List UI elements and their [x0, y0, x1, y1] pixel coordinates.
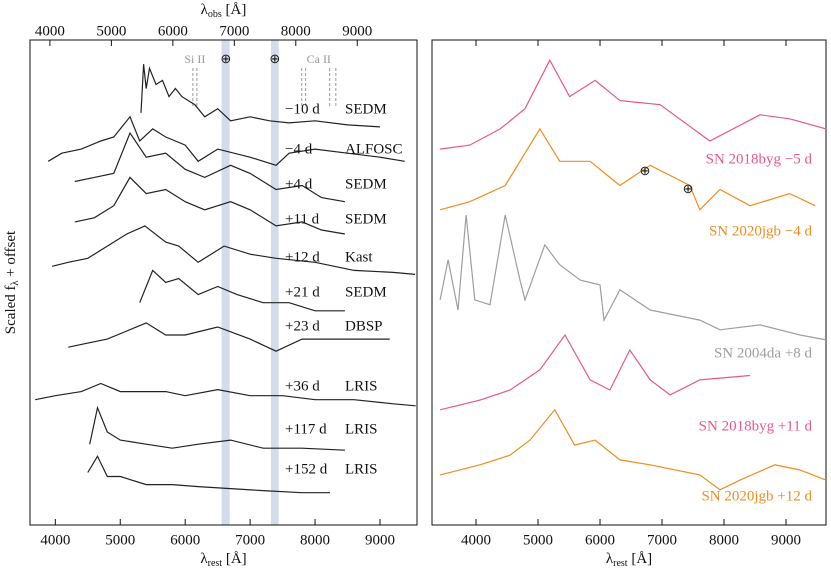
line-id-label: Si II — [184, 52, 205, 66]
spectrum — [440, 58, 827, 150]
phase-label: −10 d — [285, 101, 320, 117]
x2-axis-label-part: λ — [201, 2, 209, 18]
x-axis-label-part: rest — [613, 558, 628, 569]
spectrum — [47, 115, 405, 166]
spectrum — [139, 269, 345, 312]
instrument-label: SEDM — [345, 176, 387, 192]
spectrum — [35, 382, 416, 407]
x-tick-label: 6000 — [585, 532, 615, 548]
telluric-band — [270, 40, 279, 525]
instrument-label: LRIS — [345, 421, 378, 437]
telluric-symbol: ⊕ — [640, 163, 651, 178]
x2-axis-label-part: [Å] — [222, 2, 247, 18]
y-axis-label-part: Scaled f — [3, 285, 19, 334]
x-axis-label-part: [Å] — [628, 551, 653, 567]
series-label: SN 2020jgb +12 d — [701, 488, 812, 504]
instrument-label: DBSP — [345, 318, 383, 334]
x-tick-label: 9000 — [771, 532, 801, 548]
spectrum — [51, 225, 416, 275]
series-label: SN 2018byg −5 d — [706, 151, 813, 167]
axes-frame — [431, 39, 827, 526]
x2-tick-label: 8000 — [281, 23, 311, 39]
spectrum — [439, 408, 827, 491]
phase-label: +117 d — [285, 421, 327, 437]
spectrum — [439, 127, 816, 211]
instrument-label: SEDM — [345, 101, 387, 117]
phase-label: +23 d — [285, 318, 320, 334]
x-tick-label: 9000 — [365, 532, 395, 548]
phase-label: +12 d — [285, 249, 320, 265]
axes-frame — [29, 39, 418, 526]
series-label: SN 2020jgb −4 d — [709, 223, 813, 239]
x-axis-label-part: λ — [200, 551, 208, 567]
spectrum — [74, 176, 346, 235]
x2-axis-label-part: obs — [208, 9, 222, 20]
instrument-label: LRIS — [345, 461, 378, 477]
x-tick-label: 6000 — [170, 532, 200, 548]
x2-tick-label: 9000 — [342, 23, 372, 39]
x-axis-label-part: [Å] — [222, 551, 247, 567]
telluric-symbol: ⊕ — [683, 181, 694, 196]
spectrum — [87, 455, 330, 494]
x2-tick-label: 5000 — [96, 23, 126, 39]
y-axis-label: Scaled fλ + offset — [3, 230, 21, 334]
spectrum — [439, 214, 827, 341]
spectrum — [439, 333, 751, 411]
spectrum — [68, 322, 390, 352]
x2-tick-label: 4000 — [35, 23, 65, 39]
phase-label: −4 d — [285, 141, 313, 157]
instrument-label: Kast — [345, 249, 373, 265]
x-tick-label: 4000 — [461, 532, 491, 548]
x-tick-label: 8000 — [300, 532, 330, 548]
instrument-label: SEDM — [345, 284, 387, 300]
x2-axis-label: λobs [Å] — [201, 2, 247, 20]
telluric-band — [221, 40, 230, 525]
x-tick-label: 5000 — [523, 532, 553, 548]
y-axis-label-part: + offset — [3, 230, 19, 281]
x-axis-label-part: rest — [208, 558, 223, 569]
phase-label: +36 d — [285, 378, 320, 394]
spectrum — [89, 405, 345, 451]
telluric-symbol: ⊕ — [269, 51, 280, 66]
instrument-label: SEDM — [345, 211, 387, 227]
x-tick-label: 8000 — [709, 532, 739, 548]
x-axis-label: λrest [Å] — [606, 551, 652, 569]
x-tick-label: 7000 — [647, 532, 677, 548]
spectrum — [74, 131, 346, 203]
x-axis-label: λrest [Å] — [200, 551, 246, 569]
x2-tick-label: 7000 — [219, 23, 249, 39]
x-tick-label: 4000 — [40, 532, 70, 548]
x2-tick-label: 6000 — [158, 23, 188, 39]
y-axis-label-part: λ — [10, 280, 21, 285]
x-tick-label: 5000 — [105, 532, 135, 548]
phase-label: +4 d — [285, 176, 313, 192]
series-label: SN 2018byg +11 d — [699, 418, 813, 434]
series-label: SN 2004da +8 d — [714, 345, 813, 361]
line-id-label: Ca II — [307, 52, 331, 66]
x-axis-label-part: λ — [606, 551, 614, 567]
telluric-symbol: ⊕ — [220, 51, 231, 66]
instrument-label: LRIS — [345, 378, 378, 394]
spectrum — [140, 64, 381, 128]
instrument-label: ALFOSC — [345, 141, 403, 157]
phase-label: +152 d — [285, 461, 328, 477]
x-tick-label: 7000 — [235, 532, 265, 548]
phase-label: +11 d — [285, 211, 320, 227]
phase-label: +21 d — [285, 284, 320, 300]
